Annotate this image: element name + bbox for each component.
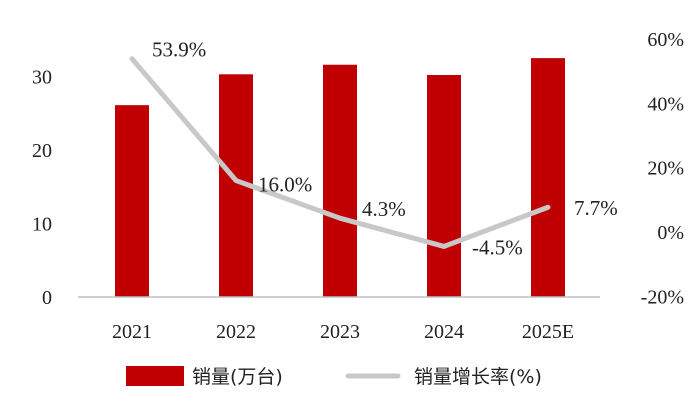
- bar-2025E: [531, 58, 565, 297]
- legend: 销量(万台) 销量增长率(%): [126, 366, 542, 388]
- right-tick-4: 60%: [647, 29, 684, 51]
- right-tick-2: 20%: [647, 158, 684, 180]
- growth-label-2025E: 7.7%: [574, 196, 618, 220]
- x-tick-2021: 2021: [112, 321, 152, 343]
- left-axis-ticks: 0 10 20 30: [32, 67, 52, 310]
- legend-label-line: 销量增长率(%): [414, 366, 542, 388]
- left-tick-1: 10: [32, 214, 52, 236]
- left-tick-0: 0: [42, 287, 52, 309]
- growth-label-2021: 53.9%: [152, 38, 206, 62]
- right-tick-0: -20%: [641, 286, 684, 308]
- left-tick-3: 30: [32, 67, 52, 89]
- growth-label-2024: -4.5%: [472, 235, 523, 259]
- bar-2021: [115, 105, 149, 297]
- sales-volume-bars: [115, 58, 565, 298]
- bar-2023: [323, 64, 357, 298]
- legend-swatch-bar: [126, 366, 184, 386]
- left-tick-2: 20: [32, 140, 52, 162]
- x-axis-ticks: 2021 2022 2023 2024 2025E: [112, 321, 574, 343]
- x-tick-2023: 2023: [320, 321, 360, 343]
- growth-label-2022: 16.0%: [258, 173, 312, 197]
- right-axis-ticks: -20% 0% 20% 40% 60%: [641, 29, 684, 308]
- growth-rate-line: [129, 56, 551, 249]
- growth-rate-labels: 53.9% 16.0% 4.3% -4.5% 7.7%: [152, 38, 618, 260]
- legend-label-bar: 销量(万台): [192, 366, 283, 388]
- right-tick-3: 40%: [647, 93, 684, 115]
- x-tick-2022: 2022: [216, 321, 256, 343]
- x-tick-2025E: 2025E: [522, 321, 574, 343]
- x-tick-2024: 2024: [424, 321, 464, 343]
- bar-2024: [427, 75, 461, 297]
- right-tick-1: 0%: [657, 222, 684, 244]
- growth-label-2023: 4.3%: [362, 197, 406, 221]
